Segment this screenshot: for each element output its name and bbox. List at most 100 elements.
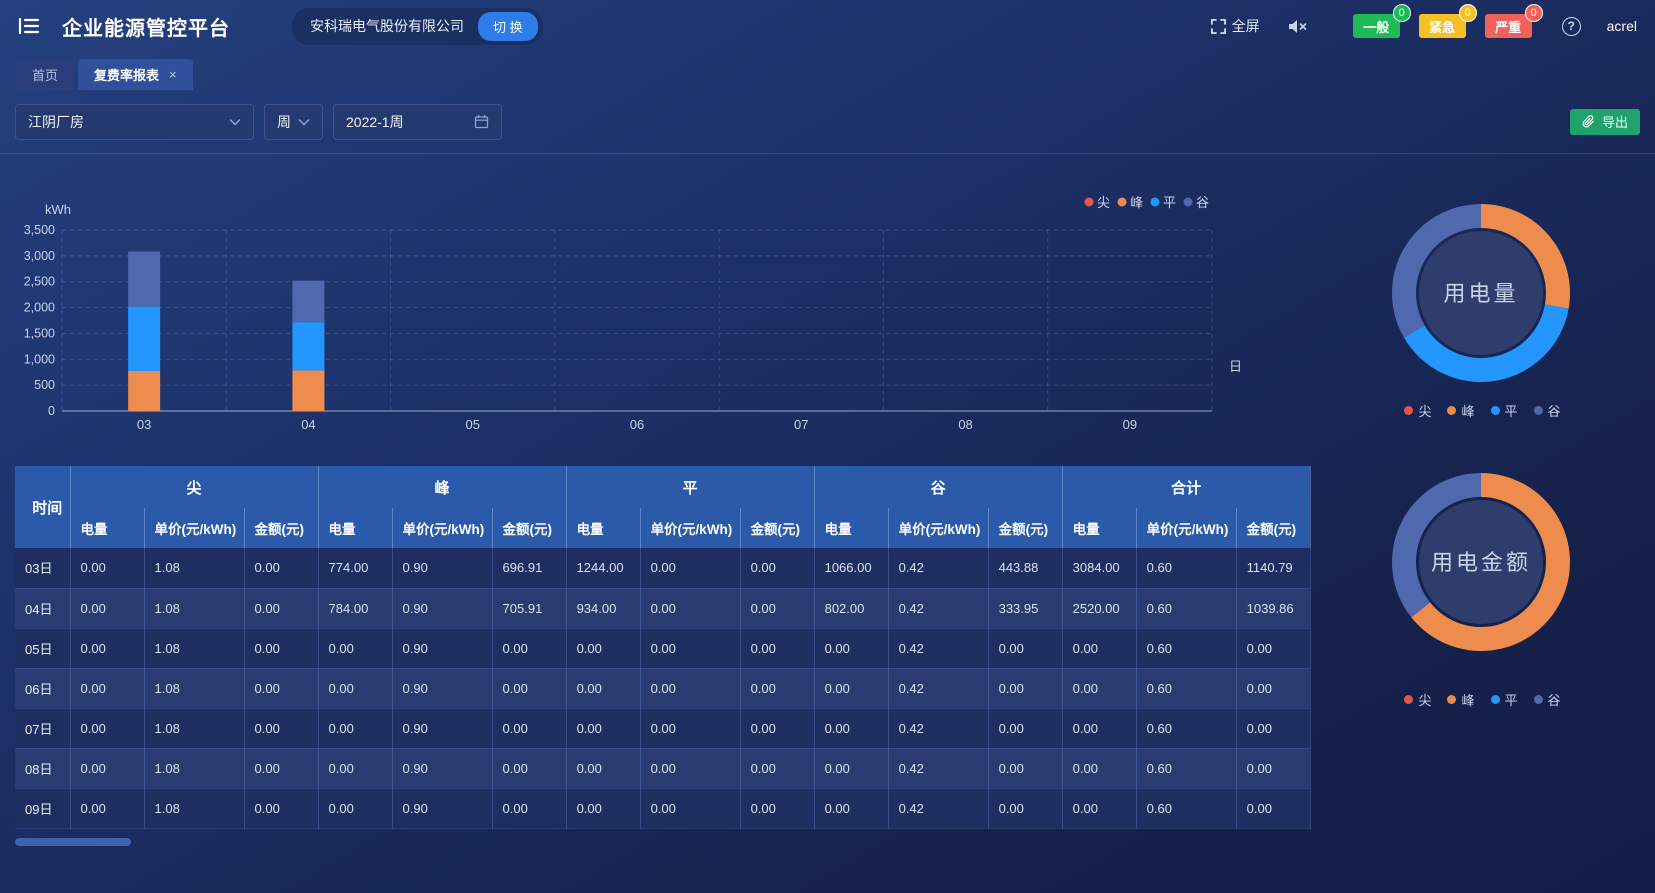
- table-cell: 0.00: [1062, 748, 1137, 789]
- table-row[interactable]: 06日 0.00 1.08 0.00 0.00 0.90 0.00 0.00 0.00 0.00 0…: [15, 668, 1311, 709]
- legend-item-尖[interactable]: 尖: [1404, 401, 1431, 420]
- legend-dot-峰[interactable]: [1117, 197, 1127, 207]
- table-row-time: 04日: [15, 588, 71, 629]
- date-picker[interactable]: 2022-1周: [333, 103, 502, 140]
- legend-label-尖[interactable]: 尖: [1097, 195, 1110, 210]
- table-row[interactable]: 08日 0.00 1.08 0.00 0.00 0.90 0.00 0.00 0.00 0.00 0…: [15, 748, 1311, 789]
- bar-segment-平[interactable]: [128, 306, 161, 371]
- table-cell: 0.00: [244, 628, 319, 669]
- column-subheader: 单价(元/kWh): [888, 508, 989, 548]
- alarm-chip-一般[interactable]: 一般 0: [1352, 4, 1411, 38]
- filter-toolbar: 江阴厂房 周 2022-1周: [0, 90, 1655, 154]
- export-label: 导出: [1601, 115, 1628, 130]
- table-cell: 0.00: [318, 628, 393, 669]
- username[interactable]: acrel: [1606, 18, 1637, 34]
- column-subheader: 单价(元/kWh): [1136, 508, 1237, 548]
- bar-segment-谷[interactable]: [292, 280, 325, 323]
- cost-donut-legend: 尖 峰平 谷: [1310, 690, 1655, 708]
- table-cell: 0.00: [492, 628, 567, 669]
- table-row[interactable]: 07日 0.00 1.08 0.00 0.00 0.90 0.00 0.00 0.00 0.00 0…: [15, 708, 1311, 749]
- table-cell: 0.00: [318, 748, 393, 789]
- legend-item-谷[interactable]: 谷: [1533, 401, 1561, 420]
- scrollbar-thumb[interactable]: [15, 837, 131, 846]
- table-horizontal-scrollbar[interactable]: [15, 837, 1310, 846]
- table-row[interactable]: 04日 0.00 1.08 0.00 784.00 0.90 705.91 934.00 0.0…: [15, 588, 1311, 629]
- table-cell: 0.00: [70, 628, 145, 669]
- donut-slice-谷[interactable]: [1392, 473, 1481, 618]
- legend-dot-平[interactable]: [1150, 197, 1160, 207]
- site-select[interactable]: 江阴厂房: [15, 103, 254, 140]
- period-select-value: 周: [277, 113, 291, 130]
- bar-segment-峰[interactable]: [292, 370, 325, 411]
- y-axis-tick: 2,500: [24, 275, 55, 289]
- menu-toggle-icon[interactable]: [18, 17, 40, 35]
- period-select[interactable]: 周: [264, 103, 323, 140]
- table-cell: 934.00: [566, 588, 641, 629]
- export-button[interactable]: 导出: [1569, 108, 1640, 135]
- bar-segment-平[interactable]: [292, 322, 325, 371]
- table-cell: 0.00: [740, 748, 815, 789]
- legend-item-峰[interactable]: 峰: [1447, 690, 1475, 709]
- legend-dot-尖[interactable]: [1084, 197, 1094, 207]
- bar-segment-谷[interactable]: [128, 251, 161, 307]
- table-row-time: 08日: [15, 748, 71, 789]
- y-axis-tick: 1,000: [24, 352, 55, 366]
- y-axis-tick: 3,500: [24, 223, 55, 237]
- table-row-time: 06日: [15, 668, 71, 709]
- legend-label: 平: [1504, 403, 1518, 419]
- table-cell: 1.08: [144, 588, 245, 629]
- table-cell: 1.08: [144, 628, 245, 669]
- legend-item-平[interactable]: 平: [1490, 401, 1518, 420]
- table-cell: 1244.00: [566, 548, 641, 589]
- legend-label-平[interactable]: 平: [1163, 195, 1176, 210]
- x-axis-tick: 06: [630, 417, 644, 430]
- table-cell: 1.08: [144, 708, 245, 749]
- legend-label-谷[interactable]: 谷: [1196, 195, 1209, 210]
- alarm-chip-严重[interactable]: 严重 0: [1484, 4, 1543, 38]
- page-title: 企业能源管控平台: [62, 17, 230, 40]
- legend-label: 峰: [1461, 403, 1475, 419]
- table-cell: 1.08: [144, 668, 245, 709]
- alarm-count-badge: 0: [1458, 4, 1477, 22]
- table-row[interactable]: 05日 0.00 1.08 0.00 0.00 0.90 0.00 0.00 0.00 0.00 0…: [15, 628, 1311, 669]
- legend-item-谷[interactable]: 谷: [1533, 690, 1561, 709]
- column-subheader: 金额(元): [740, 508, 815, 548]
- table-cell: 333.95: [988, 588, 1063, 629]
- table-row[interactable]: 09日 0.00 1.08 0.00 0.00 0.90 0.00 0.00 0.00 0.00 0…: [15, 788, 1311, 829]
- donut-slice-峰[interactable]: [1481, 204, 1570, 309]
- table-cell: 0.90: [392, 668, 493, 709]
- donut-slice-平[interactable]: [1403, 304, 1569, 382]
- table-cell: 0.00: [740, 788, 815, 829]
- legend-item-尖[interactable]: 尖: [1404, 690, 1431, 709]
- column-group-header-合计: 合计: [1062, 466, 1311, 508]
- donut-slice-谷[interactable]: [1392, 204, 1481, 338]
- help-icon[interactable]: ?: [1561, 16, 1581, 36]
- close-tab-icon[interactable]: ×: [169, 67, 177, 82]
- table-cell: 0.00: [1062, 788, 1137, 829]
- switch-company-button[interactable]: 切 换: [478, 11, 538, 41]
- column-subheader: 金额(元): [492, 508, 567, 548]
- table-row[interactable]: 03日 0.00 1.08 0.00 774.00 0.90 696.91 1244.00 0.…: [15, 548, 1311, 589]
- table-cell: 0.90: [392, 628, 493, 669]
- legend-label-峰[interactable]: 峰: [1130, 195, 1143, 210]
- legend-item-平[interactable]: 平: [1490, 690, 1518, 709]
- legend-dot-尖: [1404, 405, 1414, 415]
- donut-slice-峰[interactable]: [1411, 473, 1570, 651]
- table-cell: 0.90: [392, 708, 493, 749]
- table-cell: 1.08: [144, 548, 245, 589]
- tab-首页[interactable]: 首页: [16, 59, 75, 90]
- table-cell: 0.00: [814, 788, 889, 829]
- alarm-chip-紧急[interactable]: 紧急 0: [1418, 4, 1477, 38]
- legend-label: 峰: [1461, 692, 1475, 708]
- legend-label: 谷: [1547, 403, 1561, 419]
- column-group-header-谷: 谷: [814, 466, 1063, 508]
- fullscreen-button[interactable]: 全屏: [1210, 16, 1260, 36]
- legend-item-峰[interactable]: 峰: [1447, 401, 1475, 420]
- legend-label: 谷: [1547, 692, 1561, 708]
- table-cell: 0.00: [244, 748, 319, 789]
- legend-dot-谷[interactable]: [1183, 197, 1193, 207]
- tab-复费率报表[interactable]: 复费率报表 ×: [78, 59, 193, 90]
- bar-segment-峰[interactable]: [128, 370, 161, 411]
- company-name: 安科瑞电气股份有限公司: [310, 18, 464, 34]
- mute-speaker-icon[interactable]: [1288, 19, 1307, 34]
